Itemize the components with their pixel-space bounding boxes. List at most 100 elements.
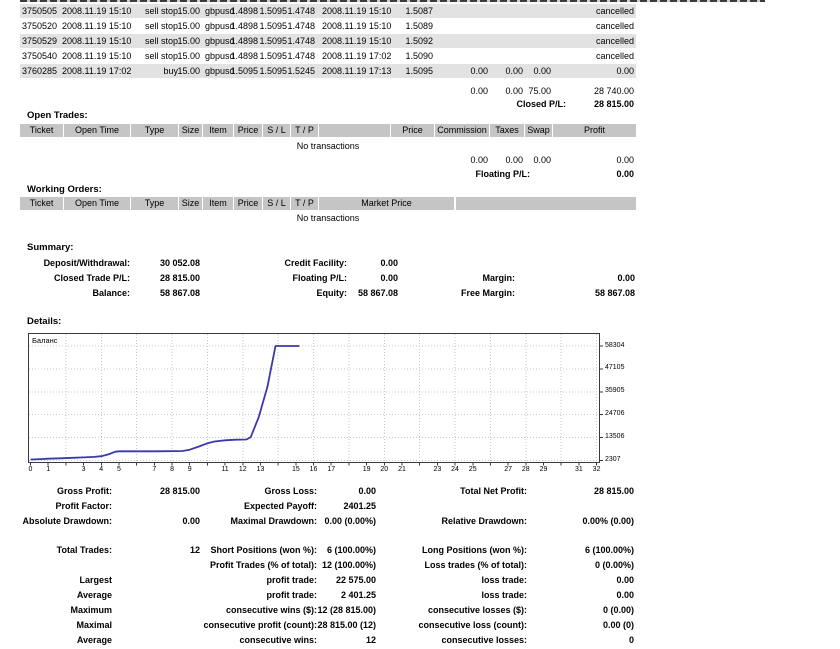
stats-label-1: Maximal [76,620,112,630]
stats-label-1: Maximum [70,605,112,615]
open-time-cell: 2008.11.19 15:10 [62,51,132,61]
stats-label-3: loss trade: [481,575,527,585]
summary-label-3: Margin: [482,273,516,283]
stats-label-2: consecutive wins ($): [225,605,317,615]
summary-label-1: Balance: [92,288,130,298]
order-type-cell: buy [163,66,178,76]
ticket-cell: 3750505 [22,6,58,16]
x-axis-tick-label: 5 [116,466,121,473]
x-axis-tick-label: 31 [574,466,583,473]
stats-row: Average consecutive wins: 12 consecutive… [20,634,636,647]
stats-label-3: Loss trades (% of total): [424,560,527,570]
size-cell: 15.00 [177,36,200,46]
stats-label-3: loss trade: [481,590,527,600]
stats-value-2: 0.00 (0.00%) [324,516,376,526]
take-profit-cell: 1.4748 [287,6,315,16]
stats-value-3: 0 [628,635,634,645]
x-axis-tick-label: 24 [451,466,459,473]
profit-cell: cancelled [595,6,634,16]
x-axis-tick-label: 15 [291,466,300,473]
stats-label-2: profit trade: [266,590,318,600]
profit-cell: cancelled [595,36,634,46]
open-price-cell: 1.5095 [230,66,258,76]
header-taxes: Taxes [490,124,524,137]
header-ticket: Ticket [20,124,63,137]
stats-label-1: Average [76,590,112,600]
stop-loss-cell: 1.5095 [259,51,287,61]
close-price-cell: 1.5090 [405,51,433,61]
ticket-cell: 3750540 [22,51,58,61]
header-price: Price [234,197,262,210]
stats-value-3: 0.00 [616,575,634,585]
working-orders-empty-note: No transactions [296,213,360,223]
stop-loss-cell: 1.5095 [259,6,287,16]
stats-label-2: Profit Trades (% of total): [209,560,317,570]
open-time-cell: 2008.11.19 15:10 [62,21,132,31]
stats-label-2: Maximal Drawdown: [230,516,317,526]
total-swap: 75.00 [528,86,551,96]
stats-label-2: consecutive profit (count): [203,620,317,630]
open-total-profit: 0.00 [616,155,634,165]
header-type: Type [131,197,178,210]
closed-trade-row: 3760285 2008.11.19 17:02 buy 15.00 gbpus… [20,64,636,78]
stats-label-3: consecutive losses ($): [427,605,527,615]
balance-chart-canvas [28,333,603,466]
open-total-taxes: 0.00 [505,155,523,165]
closed-trade-row: 3750529 2008.11.19 15:10 sell stop 15.00… [20,34,636,48]
take-profit-cell: 1.5245 [287,66,315,76]
item-cell: gbpusd [205,21,235,31]
header-item: Item [203,197,233,210]
size-cell: 15.00 [177,51,200,61]
close-price-cell: 1.5087 [405,6,433,16]
summary-value-1: 30 052.08 [159,258,200,268]
floating-pl-value: 0.00 [616,169,634,179]
floating-pl-row: Floating P/L: 0.00 [20,167,636,181]
stats-value-3: 0 (0.00%) [594,560,634,570]
open-trades-title: Open Trades: [27,110,88,121]
stats-label-2: consecutive wins: [239,635,317,645]
stats-label-3: Total Net Profit: [460,486,527,496]
closed-pl-row: Closed P/L: 28 815.00 [20,97,636,111]
summary-value-2: 0.00 [380,258,398,268]
open-time-cell: 2008.11.19 15:10 [62,6,132,16]
x-axis-tick-label: 4 [99,466,104,473]
taxes-cell: 0.00 [505,66,523,76]
open-total-commission: 0.00 [470,155,488,165]
chart-series-label: Баланс [32,336,58,345]
stats-label-1: Total Trades: [56,545,112,555]
stats-row: Gross Profit: 28 815.00 Gross Loss: 0.00… [20,485,636,498]
x-axis-tick-label: 16 [309,466,318,473]
close-time-cell: 2008.11.19 15:10 [322,21,392,31]
stats-label-2: Gross Loss: [264,486,317,496]
stats-label-1: Largest [79,575,112,585]
stop-loss-cell: 1.5095 [259,21,287,31]
x-axis-tick-label: 11 [221,466,229,473]
item-cell: gbpusd [205,66,235,76]
stats-value-2: 22 575.00 [335,575,376,585]
open-trades-header-row: Ticket Open Time Type Size Item Price S … [20,124,636,137]
open-trades-empty-note: No transactions [296,141,360,151]
total-profit: 28 740.00 [593,86,634,96]
stats-value-3: 0.00% (0.00) [582,516,634,526]
summary-value-3: 0.00 [617,273,635,283]
closed-trade-row: 3750520 2008.11.19 15:10 sell stop 15.00… [20,19,636,33]
size-cell: 15.00 [177,6,200,16]
open-price-cell: 1.4898 [230,51,258,61]
item-cell: gbpusd [205,6,235,16]
header-profit: Profit [553,124,636,137]
details-title: Details: [27,316,62,327]
summary-label-2: Credit Facility: [284,258,347,268]
stats-row: Total Trades: 12 Short Positions (won %)… [20,544,636,557]
header-open-time: Open Time [64,124,130,137]
stats-value-3: 28 815.00 [593,486,634,496]
header-type: Type [131,124,178,137]
stats-label-3: Long Positions (won %): [422,545,527,555]
total-taxes: 0.00 [505,86,523,96]
ticket-cell: 3750529 [22,36,58,46]
close-time-cell: 2008.11.19 17:02 [322,51,392,61]
stats-value-3: 0 (0.00) [602,605,634,615]
stats-value-2: 0.00 [358,486,376,496]
header-size: Size [179,124,202,137]
x-axis-tick-label: 3 [81,466,86,473]
stop-loss-cell: 1.5095 [259,66,287,76]
